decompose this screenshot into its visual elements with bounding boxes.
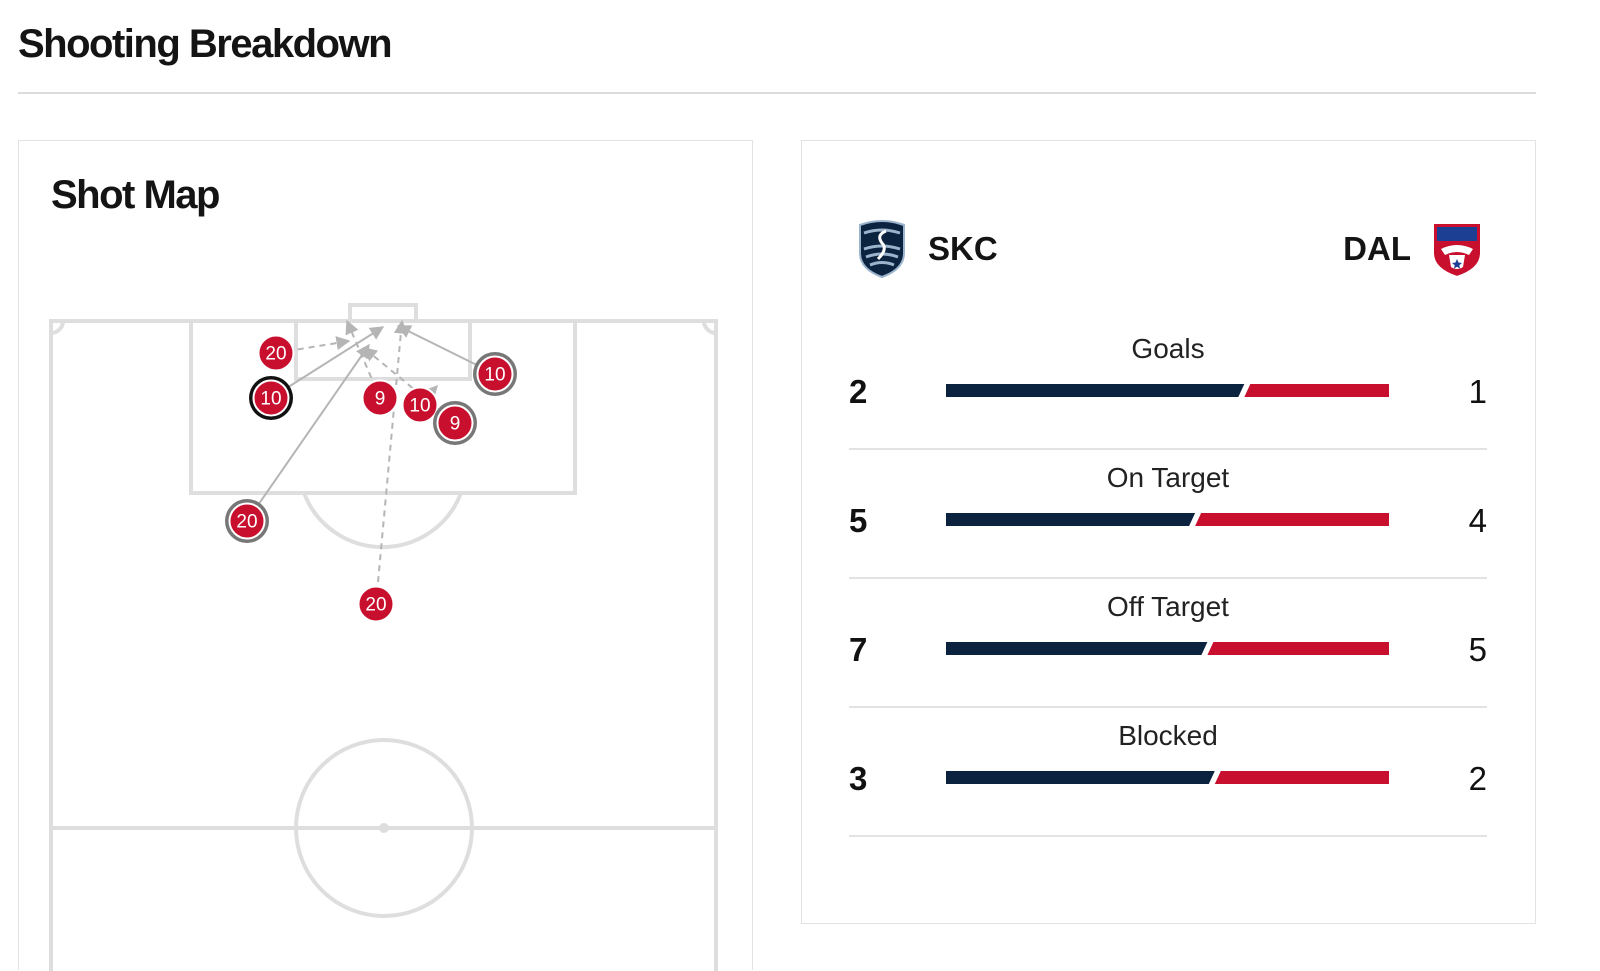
home-bar-segment <box>946 513 1196 526</box>
shot-marker[interactable]: 20 <box>225 499 269 543</box>
stat-comparison-bar <box>946 513 1389 526</box>
shot-dot <box>436 404 474 442</box>
stat-label: Off Target <box>1107 591 1229 622</box>
shot-player-number: 9 <box>450 414 461 435</box>
away-team-abbr: DAL <box>1343 230 1411 267</box>
stat-label: On Target <box>1106 462 1230 493</box>
stat-away-value: 1 <box>1468 373 1487 410</box>
title-divider <box>18 92 1536 94</box>
shot-marker[interactable]: 9 <box>433 401 477 445</box>
center-circle <box>294 738 474 918</box>
shot-dot <box>252 379 290 417</box>
shot-stats-panel: SKC DAL Goals 2 1 On Target 5 4 Off Targ… <box>801 140 1536 924</box>
stat-comparison-bar <box>946 642 1389 655</box>
sporting-kc-crest-icon <box>859 220 905 279</box>
home-team: SKC <box>854 219 998 279</box>
away-bar-segment <box>1244 384 1389 397</box>
shot-trajectory-line <box>362 347 456 424</box>
home-bar-segment <box>946 771 1215 784</box>
away-bar-segment <box>1207 642 1389 655</box>
stat-row: Off Target 7 5 <box>849 579 1487 708</box>
soccer-pitch: 20 10 9 10 9 10 20 20 <box>49 303 718 971</box>
shot-dot <box>257 334 295 372</box>
shot-marker[interactable]: 20 <box>257 334 295 372</box>
shot-dot <box>401 386 439 424</box>
shot-map-panel: Shot Map 20 10 9 10 9 10 20 20 <box>18 140 753 971</box>
stat-label: Blocked <box>1118 720 1218 751</box>
corner-arc-left <box>50 320 65 335</box>
page-title: Shooting Breakdown <box>18 22 393 66</box>
stat-divider <box>849 577 1487 579</box>
away-bar-segment <box>1195 513 1389 526</box>
shot-marker[interactable]: 10 <box>401 386 439 424</box>
stat-home-value: 7 <box>849 631 868 668</box>
stat-comparison-bar <box>946 384 1389 397</box>
stat-row: On Target 5 4 <box>849 450 1487 579</box>
pitch-markings <box>49 303 718 971</box>
stat-divider <box>849 835 1487 837</box>
home-bar-segment <box>946 384 1245 397</box>
shot-marker[interactable]: 20 <box>357 585 395 623</box>
center-spot <box>379 823 389 833</box>
stat-divider <box>849 706 1487 708</box>
goal-frame <box>348 303 418 323</box>
fc-dallas-crest-icon <box>1432 222 1482 279</box>
stat-home-value: 2 <box>849 373 868 410</box>
stat-comparison-bar <box>946 771 1389 784</box>
stat-row: Goals 2 1 <box>849 321 1487 450</box>
shot-dot <box>228 502 266 540</box>
shot-player-number: 9 <box>375 389 386 410</box>
shot-player-number: 10 <box>260 389 281 410</box>
shot-map-title: Shot Map <box>51 173 220 217</box>
goal-area <box>294 319 472 381</box>
stat-home-value: 5 <box>849 502 868 539</box>
home-team-abbr: SKC <box>928 230 998 267</box>
shot-player-number: 20 <box>265 344 286 365</box>
penalty-arc <box>302 492 463 550</box>
away-team: DAL <box>1343 219 1485 279</box>
home-bar-segment <box>946 642 1208 655</box>
shot-trajectory-line <box>270 326 385 399</box>
stat-away-value: 2 <box>1468 760 1487 797</box>
shot-player-number: 20 <box>365 595 386 616</box>
shot-marker[interactable]: 10 <box>249 376 293 420</box>
stat-away-value: 4 <box>1468 502 1487 539</box>
away-bar-segment <box>1214 771 1389 784</box>
corner-arc-right <box>702 320 717 335</box>
pitch-outline <box>49 319 718 971</box>
shot-marker[interactable]: 10 <box>473 352 517 396</box>
shot-dot <box>476 355 514 393</box>
shot-markers: 20 10 9 10 9 10 20 20 <box>225 334 517 623</box>
stat-divider <box>849 448 1487 450</box>
shot-trajectory-line <box>375 319 408 605</box>
stat-label: Goals <box>1131 333 1205 364</box>
shot-player-number: 10 <box>409 396 430 417</box>
shot-dot <box>361 379 399 417</box>
stat-home-value: 3 <box>849 760 868 797</box>
stat-away-value: 5 <box>1468 631 1487 668</box>
shot-player-number: 20 <box>236 512 257 533</box>
stat-row: Blocked 3 2 <box>849 708 1487 837</box>
shot-marker[interactable]: 9 <box>361 379 399 417</box>
shot-trajectory-line <box>246 343 370 522</box>
shot-player-number: 10 <box>484 365 505 386</box>
shot-dot <box>357 585 395 623</box>
